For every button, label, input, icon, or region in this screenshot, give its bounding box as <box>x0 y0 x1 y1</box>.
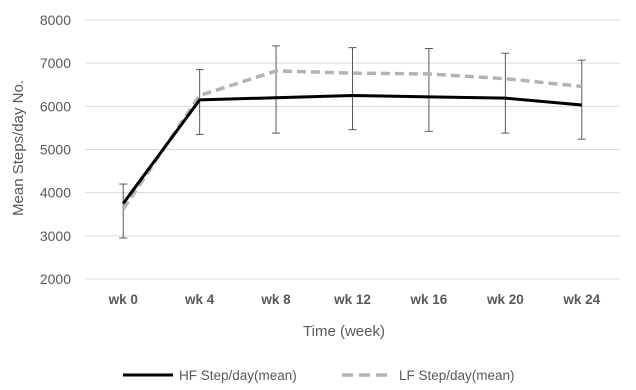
y-tick-label: 2000 <box>40 271 71 287</box>
x-tick-label: wk 16 <box>410 292 448 307</box>
error-bars <box>119 45 586 239</box>
x-axis-title: Time (week) <box>303 323 385 340</box>
y-tick-label: 4000 <box>40 185 71 201</box>
legend-label-1: LF Step/day(mean) <box>399 368 515 383</box>
y-tick-label: 3000 <box>40 228 71 244</box>
y-tick-label: 6000 <box>40 98 71 114</box>
y-tick-label: 8000 <box>40 12 71 28</box>
y-tick-label: 7000 <box>40 55 71 71</box>
y-tick-labels: 2000 3000 4000 5000 6000 7000 8000 <box>40 12 71 287</box>
x-tick-label: wk 0 <box>108 292 138 307</box>
legend: HF Step/day(mean) LF Step/day(mean) <box>123 368 515 383</box>
y-tick-label: 5000 <box>40 142 71 158</box>
x-tick-label: wk 12 <box>333 292 371 307</box>
y-axis-title: Mean Steps/day No. <box>10 80 27 216</box>
series-line-0 <box>122 94 582 205</box>
x-tick-label: wk 20 <box>486 292 524 307</box>
x-tick-label: wk 24 <box>562 292 600 307</box>
legend-label-0: HF Step/day(mean) <box>179 368 297 383</box>
x-tick-label: wk 4 <box>184 292 215 307</box>
x-tick-labels: wk 0 wk 4 wk 8 wk 12 wk 16 wk 20 wk 24 <box>108 292 601 307</box>
series-lines <box>121 69 582 211</box>
x-tick-label: wk 8 <box>260 292 291 307</box>
